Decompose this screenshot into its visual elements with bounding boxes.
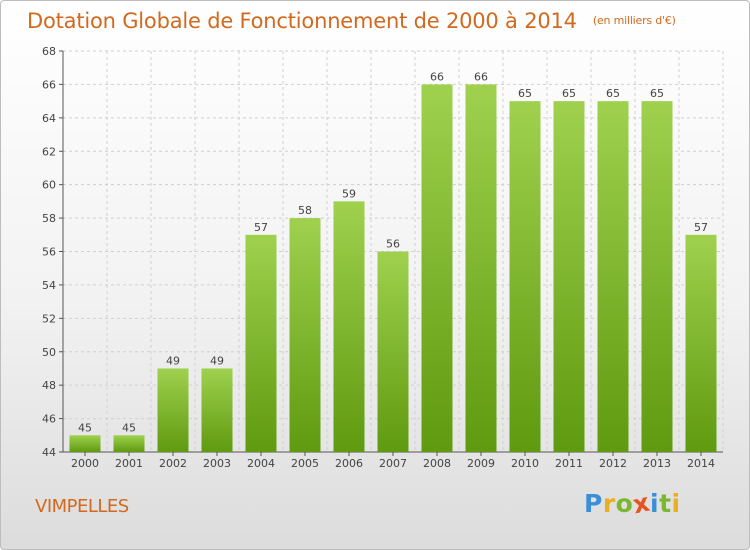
- place-name: VIMPELLES: [35, 496, 129, 517]
- x-tick-label-2008: 2008: [423, 457, 451, 470]
- data-label-2004: 57: [254, 221, 268, 234]
- data-label-2001: 45: [122, 421, 136, 434]
- data-labels: 45 45 49 49 57 58 59 56 66 66 65 65 65 65 57: [78, 70, 708, 434]
- brand-letter: i: [650, 489, 660, 518]
- x-tick-label-2014: 2014: [687, 457, 715, 470]
- brand-letter: o: [615, 489, 634, 518]
- y-tick-label: 56: [42, 246, 56, 259]
- data-label-2014: 57: [694, 221, 708, 234]
- bar-2008: [421, 84, 453, 453]
- chart-subtitle: (en milliers d'€): [592, 14, 676, 27]
- bar-2001: [113, 435, 145, 452]
- bar-2007: [377, 251, 409, 452]
- y-tick-label: 54: [42, 279, 56, 292]
- data-label-2009: 66: [474, 70, 488, 83]
- x-tick-label-2007: 2007: [379, 457, 407, 470]
- bar-2005: [289, 218, 321, 452]
- x-tick-label-2001: 2001: [115, 457, 143, 470]
- data-label-2005: 58: [298, 204, 312, 217]
- bar-2012: [597, 101, 629, 452]
- y-tick-label: 64: [42, 112, 56, 125]
- x-tick-label-2009: 2009: [467, 457, 495, 470]
- x-tick-label-2005: 2005: [291, 457, 319, 470]
- bars: [69, 84, 717, 453]
- data-label-2003: 49: [210, 354, 224, 367]
- brand-letter: t: [659, 489, 672, 518]
- x-tick-label-2013: 2013: [643, 457, 671, 470]
- chart-title: Dotation Globale de Fonctionnement de 20…: [27, 9, 676, 33]
- data-label-2002: 49: [166, 354, 180, 367]
- bar-2011: [553, 101, 585, 452]
- data-label-2008: 66: [430, 70, 444, 83]
- y-tick-label: 68: [42, 45, 56, 58]
- brand-letter: r: [602, 489, 616, 518]
- y-tick-label: 62: [42, 145, 56, 158]
- chart-title-text: Dotation Globale de Fonctionnement de 20…: [27, 9, 577, 33]
- x-tick-label-2012: 2012: [599, 457, 627, 470]
- bar-2003: [201, 368, 233, 452]
- bar-2006: [333, 201, 365, 452]
- x-tick-label-2004: 2004: [247, 457, 275, 470]
- bar-2014: [685, 234, 717, 452]
- y-tick-label: 48: [42, 379, 56, 392]
- y-tick-label: 58: [42, 212, 56, 225]
- x-tick-label-2010: 2010: [511, 457, 539, 470]
- y-tick-label: 46: [42, 413, 56, 426]
- y-tick-label: 50: [42, 346, 56, 359]
- x-tick-label-2002: 2002: [159, 457, 187, 470]
- data-label-2000: 45: [78, 421, 92, 434]
- x-tick-label-2006: 2006: [335, 457, 363, 470]
- x-tick-label-2011: 2011: [555, 457, 583, 470]
- brand-logo: Proxiti: [584, 488, 681, 520]
- data-label-2011: 65: [562, 87, 576, 100]
- bar-2000: [69, 435, 101, 452]
- brand-letter: P: [584, 489, 603, 518]
- y-tick-label: 52: [42, 312, 56, 325]
- y-tick-label: 44: [42, 446, 56, 459]
- data-label-2006: 59: [342, 187, 356, 200]
- x-tick-label-2000: 2000: [71, 457, 99, 470]
- data-label-2007: 56: [386, 238, 400, 251]
- bar-2004: [245, 234, 277, 452]
- y-tick-label: 60: [42, 179, 56, 192]
- bar-2009: [465, 84, 497, 453]
- bar-2002: [157, 368, 189, 452]
- bar-2010: [509, 101, 541, 452]
- x-tick-label-2003: 2003: [203, 457, 231, 470]
- data-label-2012: 65: [606, 87, 620, 100]
- bar-2013: [641, 101, 673, 452]
- data-label-2013: 65: [650, 87, 664, 100]
- brand-letter: i: [671, 489, 681, 518]
- data-label-2010: 65: [518, 87, 532, 100]
- y-tick-label: 66: [42, 78, 56, 91]
